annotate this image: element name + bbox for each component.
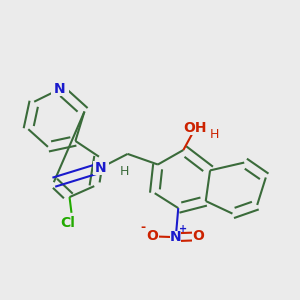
Text: O: O <box>192 230 204 243</box>
Bar <box>184 122 206 135</box>
Text: Cl: Cl <box>60 216 75 230</box>
Text: N: N <box>95 161 107 175</box>
Text: H: H <box>120 165 129 178</box>
Text: O: O <box>146 230 158 243</box>
Bar <box>145 230 159 243</box>
Text: H: H <box>210 128 220 141</box>
Text: N: N <box>170 230 181 244</box>
Bar <box>169 231 181 243</box>
Bar <box>192 230 204 243</box>
Text: +: + <box>178 224 187 233</box>
Text: N: N <box>54 82 65 96</box>
Text: OH: OH <box>183 122 207 135</box>
Bar <box>93 161 109 175</box>
Bar <box>51 82 68 96</box>
Text: -: - <box>141 221 146 234</box>
